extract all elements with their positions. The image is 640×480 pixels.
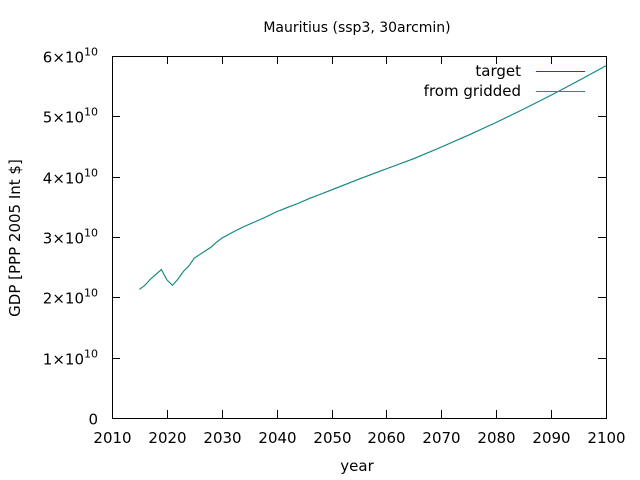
- x-tick-label: 2010: [93, 429, 131, 447]
- legend-label: from gridded: [424, 82, 521, 100]
- y-tick-label: 3×1010: [43, 227, 98, 248]
- chart-title: Mauritius (ssp3, 30arcmin): [263, 20, 450, 36]
- x-tick-label: 2080: [477, 429, 515, 447]
- x-tick-label: 2030: [203, 429, 241, 447]
- y-tick-label: 0: [88, 411, 98, 429]
- y-tick-label: 4×1010: [43, 167, 98, 188]
- x-axis-label: year: [340, 457, 374, 475]
- x-tick-label: 2020: [148, 429, 186, 447]
- legend-label: target: [475, 62, 521, 80]
- y-tick-label: 2×1010: [43, 287, 98, 308]
- y-axis: 0 1×1010 2×1010 3×1010 4×1010 5×1010 6×1010: [43, 46, 606, 429]
- x-tick-label: 2100: [587, 429, 625, 447]
- x-tick-label: 2070: [422, 429, 460, 447]
- y-axis-label: GDP [PPP 2005 Int $]: [6, 159, 24, 317]
- y-tick-label: 5×1010: [43, 106, 98, 127]
- series-line-from-gridded: [139, 65, 607, 290]
- x-tick-label: 2090: [532, 429, 570, 447]
- y-tick-label: 1×1010: [43, 348, 98, 369]
- x-tick-label: 2050: [313, 429, 351, 447]
- legend: target from gridded: [424, 62, 585, 100]
- series-line-target: [139, 65, 607, 290]
- x-tick-label: 2040: [258, 429, 296, 447]
- series-layer: [139, 65, 607, 290]
- plot-frame: [112, 56, 607, 419]
- x-tick-label: 2060: [367, 429, 405, 447]
- y-tick-label: 6×1010: [43, 46, 98, 67]
- x-axis: 2010 2020 2030 2040 2050 2060 2070 2080 2090 2100: [93, 56, 626, 447]
